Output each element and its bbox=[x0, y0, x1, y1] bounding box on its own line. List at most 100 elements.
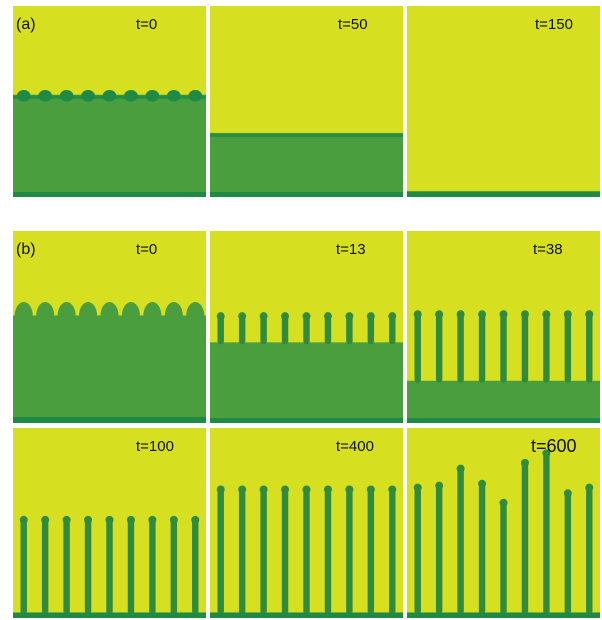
time-label: t=0 bbox=[136, 16, 158, 33]
panel-t600-field bbox=[407, 449, 600, 618]
bottom-edge bbox=[407, 613, 600, 618]
time-label: t=150 bbox=[535, 16, 573, 33]
finger-tip bbox=[345, 312, 354, 321]
finger-tip bbox=[456, 464, 465, 473]
finger-tip bbox=[413, 483, 422, 492]
panel-a-t50-field bbox=[210, 132, 403, 197]
finger bbox=[346, 486, 353, 615]
finger bbox=[367, 313, 375, 345]
finger-tip bbox=[366, 312, 375, 321]
finger bbox=[192, 517, 199, 615]
front-bump bbox=[36, 302, 55, 329]
finger-tip bbox=[238, 312, 247, 321]
panel-t400-field bbox=[210, 485, 403, 618]
finger-tip bbox=[366, 485, 375, 494]
finger-tip bbox=[105, 515, 114, 524]
finger bbox=[260, 313, 267, 345]
panel-a-t0: t=0 (a) bbox=[13, 6, 206, 197]
front-bump bbox=[79, 302, 98, 329]
bottom-edge bbox=[13, 192, 206, 197]
finger bbox=[457, 311, 464, 383]
panel-a-t0-field bbox=[13, 90, 206, 197]
front-bump bbox=[14, 302, 33, 329]
finger-tip bbox=[19, 515, 28, 524]
finger-tip bbox=[520, 458, 529, 467]
finger-tip bbox=[345, 485, 354, 494]
finger bbox=[478, 311, 486, 383]
panel-b-t38-field bbox=[407, 310, 600, 423]
finger bbox=[63, 517, 70, 615]
finger-tip bbox=[191, 515, 200, 524]
finger-tip bbox=[302, 485, 311, 494]
finger-tip bbox=[41, 515, 50, 524]
finger-tip bbox=[499, 498, 508, 507]
front-bump bbox=[57, 302, 76, 329]
finger bbox=[543, 450, 550, 615]
panel-b-t13-field bbox=[210, 312, 403, 423]
finger-tip bbox=[542, 310, 551, 319]
panel-a-t150-field bbox=[407, 191, 600, 197]
finger-tip bbox=[585, 483, 594, 492]
finger-tip bbox=[499, 310, 508, 319]
front-bump bbox=[186, 302, 205, 329]
panel-a-t50: t=50 bbox=[210, 6, 403, 197]
panel-t400: t=400 bbox=[210, 428, 403, 618]
finger bbox=[586, 485, 593, 615]
finger-tip bbox=[563, 489, 572, 498]
finger bbox=[414, 485, 421, 615]
invading-region bbox=[13, 95, 206, 197]
finger bbox=[281, 486, 289, 615]
bottom-edge bbox=[210, 613, 403, 618]
front-bump bbox=[59, 90, 74, 102]
bottom-edge bbox=[13, 417, 206, 423]
finger-tip bbox=[216, 485, 225, 494]
finger bbox=[324, 486, 332, 615]
front-bump bbox=[81, 90, 95, 102]
finger bbox=[281, 313, 289, 345]
time-label: t=100 bbox=[136, 438, 174, 455]
finger-tip bbox=[302, 312, 311, 321]
finger-tip bbox=[478, 310, 487, 319]
invading-region bbox=[13, 315, 206, 423]
panel-a-t150: t=150 bbox=[407, 6, 600, 197]
finger bbox=[435, 483, 443, 615]
time-label: t=38 bbox=[533, 241, 563, 258]
bottom-edge bbox=[13, 613, 206, 618]
front-bump bbox=[100, 302, 119, 329]
finger-tip bbox=[259, 312, 268, 321]
finger-tip bbox=[542, 449, 551, 458]
finger-tip bbox=[388, 312, 397, 321]
front-bump bbox=[164, 302, 183, 329]
finger bbox=[543, 311, 550, 383]
bottom-edge bbox=[210, 192, 403, 197]
finger-tip bbox=[435, 481, 444, 490]
finger bbox=[564, 490, 572, 615]
finger-tip bbox=[563, 310, 572, 319]
invading-region bbox=[210, 342, 403, 423]
finger bbox=[149, 517, 156, 615]
time-label: t=400 bbox=[336, 438, 374, 455]
panel-b-t0: t=0 (b) bbox=[13, 231, 206, 423]
finger-tip bbox=[62, 515, 71, 524]
finger-tip bbox=[413, 310, 422, 319]
finger-tip bbox=[148, 515, 157, 524]
finger bbox=[478, 481, 486, 615]
finger bbox=[260, 486, 267, 615]
bottom-layer bbox=[407, 191, 600, 197]
row-label-a: (a) bbox=[16, 16, 36, 33]
finger bbox=[106, 517, 113, 615]
finger bbox=[346, 313, 353, 345]
front-bump bbox=[16, 90, 31, 102]
finger bbox=[238, 486, 246, 615]
finger bbox=[324, 313, 332, 345]
front-bump bbox=[166, 90, 181, 102]
time-label: t=13 bbox=[336, 241, 366, 258]
finger bbox=[20, 517, 27, 615]
finger-tip bbox=[478, 479, 487, 488]
finger-tip bbox=[281, 312, 290, 321]
front-bump bbox=[38, 90, 53, 102]
panel-b-t38: t=38 bbox=[407, 231, 600, 423]
finger bbox=[457, 466, 464, 615]
finger bbox=[435, 311, 443, 383]
finger-tip bbox=[281, 485, 290, 494]
